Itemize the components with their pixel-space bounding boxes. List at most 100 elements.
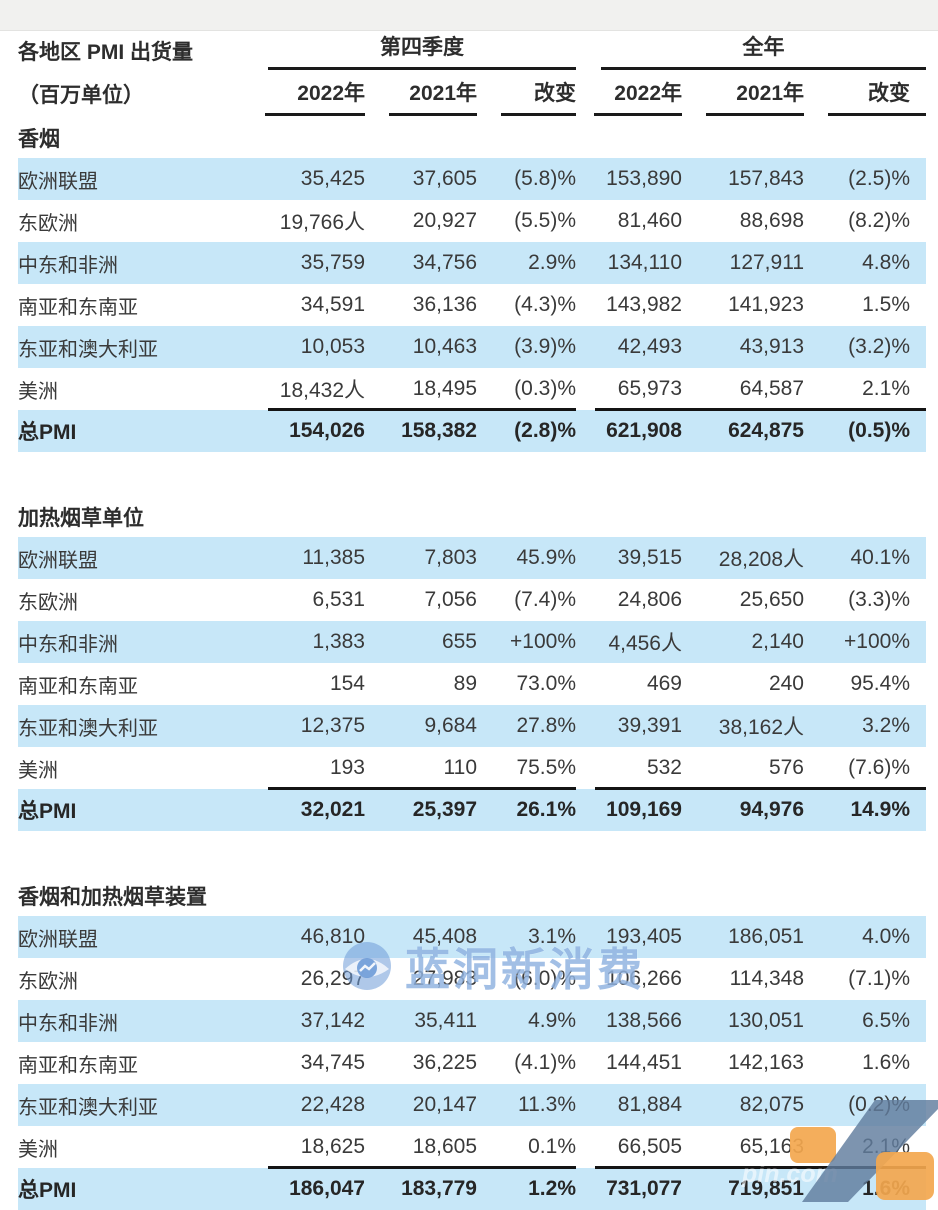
table-title-line1: 各地区 PMI 出货量 [18,40,194,64]
table-total-row: 总PMI 154,026 158,382 (2.8)% 621,908 624,… [18,408,926,452]
value-cell: 40.1% [850,546,910,569]
value-cell: 1.6% [862,1051,910,1074]
value-cell: 11,385 [302,546,365,569]
value-cell: 11.3% [518,1093,576,1116]
value-cell: 154,026 [289,419,365,442]
value-cell: (6.0)% [514,967,576,990]
value-cell: 39,391 [617,714,682,737]
value-cell: 18,625 [300,1135,365,1158]
value-cell: (0.3)% [514,377,576,400]
value-cell: 34,756 [412,251,477,274]
column-header-fy-2021: 2021年 [682,77,804,116]
value-cell: 26.1% [516,798,576,821]
section-title: 香烟 [18,128,60,151]
value-cell: 4,456人 [608,632,682,655]
value-cell: (3.2)% [848,335,910,358]
value-cell: 138,566 [606,1009,682,1032]
value-cell: 3.2% [862,714,910,737]
value-cell: 65,163 [739,1135,804,1158]
region-cell: 中东和非洲 [18,633,118,656]
table-row: 中东和非洲 35,759 34,756 2.9% 134,110 127,911… [18,242,926,284]
column-header-q4-2022: 2022年 [263,77,365,116]
value-cell: 81,884 [617,1093,682,1116]
table-row: 美洲 193 110 75.5% 532 576 (7.6)% [18,747,926,789]
column-header-q4-2021: 2021年 [365,77,477,116]
value-cell: 36,225 [412,1051,477,1074]
region-cell: 东亚和澳大利亚 [18,338,158,361]
table-row: 欧洲联盟 46,810 45,408 3.1% 193,405 186,051 … [18,916,926,958]
value-cell: 157,843 [728,167,804,190]
value-cell: 75.5% [516,756,576,779]
region-cell: 总PMI [18,421,77,444]
value-cell: 0.1% [528,1135,576,1158]
value-cell: 20,147 [412,1093,477,1116]
table-row: 美洲 18,432人 18,495 (0.3)% 65,973 64,587 2… [18,368,926,410]
region-cell: 中东和非洲 [18,254,118,277]
value-cell: 66,505 [617,1135,682,1158]
value-cell: (7.1)% [848,967,910,990]
value-cell: 130,051 [728,1009,804,1032]
value-cell: 193,405 [606,925,682,948]
column-group-full-year: 全年 [576,31,926,70]
column-header-fy-change: 改变 [804,77,926,116]
table-row: 东亚和澳大利亚 10,053 10,463 (3.9)% 42,493 43,9… [18,326,926,368]
value-cell: 4.9% [528,1009,576,1032]
value-cell: 82,075 [739,1093,804,1116]
section-cigarettes-and-devices: 香烟和加热烟草装置 欧洲联盟 46,810 45,408 3.1% 193,40… [18,876,926,1210]
value-cell: 10,463 [412,335,477,358]
table-row: 东欧洲 26,297 27,983 (6.0)% 106,266 114,348… [18,958,926,1000]
value-cell: 46,810 [300,925,365,948]
value-cell: +100% [510,630,576,653]
value-cell: 158,382 [401,419,477,442]
value-cell: 24,806 [617,588,682,611]
table-row: 南亚和东南亚 154 89 73.0% 469 240 95.4% [18,663,926,705]
table-row: 中东和非洲 1,383 655 +100% 4,456人 2,140 +100% [18,621,926,663]
table-row: 中东和非洲 37,142 35,411 4.9% 138,566 130,051… [18,1000,926,1042]
value-cell: 18,432人 [279,379,365,402]
value-cell: 3.1% [528,925,576,948]
table-total-row: 总PMI 32,021 25,397 26.1% 109,169 94,976 … [18,787,926,831]
value-cell: 7,056 [424,588,477,611]
value-cell: 144,451 [606,1051,682,1074]
value-cell: 109,169 [606,798,682,821]
value-cell: 27.8% [516,714,576,737]
value-cell: 719,851 [728,1177,804,1200]
section-title: 香烟和加热烟草装置 [18,886,207,909]
value-cell: 37,605 [412,167,477,190]
value-cell: 731,077 [606,1177,682,1200]
value-cell: 6,531 [312,588,365,611]
value-cell: 141,923 [728,293,804,316]
table-row: 东欧洲 6,531 7,056 (7.4)% 24,806 25,650 (3.… [18,579,926,621]
section-title: 加热烟草单位 [18,507,144,530]
region-cell: 美洲 [18,380,58,403]
region-cell: 美洲 [18,1138,58,1161]
value-cell: 10,053 [300,335,365,358]
value-cell: 576 [768,756,804,779]
value-cell: 2.9% [528,251,576,274]
pmi-shipments-table: 各地区 PMI 出货量 第四季度 全年 （百万单位） 2022年 2021年 改… [18,31,926,1210]
value-cell: 36,136 [412,293,477,316]
value-cell: 183,779 [401,1177,477,1200]
value-cell: (3.3)% [848,588,910,611]
table-row: 东亚和澳大利亚 22,428 20,147 11.3% 81,884 82,07… [18,1084,926,1126]
value-cell: 1,383 [312,630,365,653]
value-cell: 26,297 [300,967,365,990]
value-cell: 624,875 [728,419,804,442]
region-cell: 总PMI [18,800,77,823]
value-cell: 35,759 [300,251,365,274]
value-cell: 110 [443,756,477,779]
value-cell: (4.1)% [514,1051,576,1074]
value-cell: 88,698 [739,209,804,232]
value-cell: 12,375 [300,714,365,737]
value-cell: (0.5)% [848,419,910,442]
value-cell: 81,460 [617,209,682,232]
region-cell: 总PMI [18,1179,77,1202]
value-cell: (3.9)% [514,335,576,358]
value-cell: 1.2% [528,1177,576,1200]
column-header-q4-change: 改变 [477,77,576,116]
value-cell: 240 [768,672,804,695]
value-cell: 45.9% [516,546,576,569]
value-cell: 35,411 [414,1009,477,1032]
value-cell: 14.9% [850,798,910,821]
value-cell: 142,163 [728,1051,804,1074]
